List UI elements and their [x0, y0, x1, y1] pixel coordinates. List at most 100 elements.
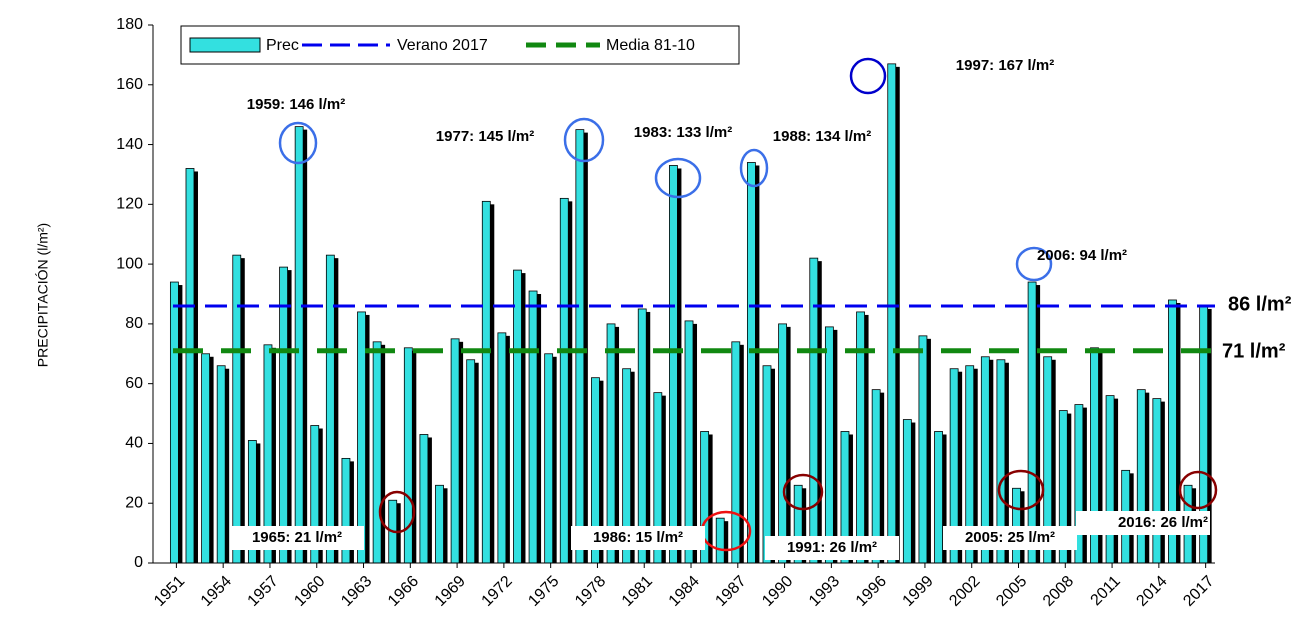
bar [513, 269, 522, 564]
bar-shadow [878, 392, 885, 563]
bar-shadow [1143, 392, 1150, 563]
bar-shadow [332, 258, 339, 563]
bar-shadow [1034, 285, 1041, 563]
bar-shadow [176, 285, 183, 563]
x-tick-label: 1987 [712, 573, 749, 610]
bar [918, 335, 928, 564]
bar-shadow [956, 371, 963, 563]
bar-shadow [691, 323, 698, 563]
x-tick-label: 1981 [619, 573, 656, 610]
annotation-circle [378, 490, 416, 534]
bar [544, 353, 554, 564]
annotation: 1983: 133 l/m² [634, 124, 732, 141]
x-tick-label: 1978 [572, 573, 609, 610]
bar-shadow [223, 368, 230, 563]
bar-shadow [347, 461, 354, 563]
annotation: 1959: 146 l/m² [247, 96, 345, 113]
x-tick-label: 1993 [806, 573, 843, 610]
bar-shadow [191, 171, 198, 563]
bar [201, 353, 210, 564]
bar-shadow [659, 395, 666, 563]
bar [169, 281, 179, 564]
annotation: 1991: 26 l/m² [787, 539, 877, 556]
bar [466, 359, 476, 564]
bar-shadow [519, 273, 526, 563]
annotation-circle [782, 473, 824, 511]
bar-shadow [768, 368, 775, 563]
bar-shadow [1065, 413, 1072, 563]
bar-shadow [566, 201, 573, 563]
bar [294, 126, 304, 564]
annotation-box [230, 526, 364, 550]
legend-box [180, 25, 740, 65]
bar-shadow [269, 347, 276, 563]
x-tick-label: 1963 [338, 573, 375, 610]
bar-shadow [706, 434, 713, 563]
bar-shadow [800, 488, 807, 563]
x-tick-label: 2005 [993, 573, 1030, 610]
bar [1105, 395, 1115, 564]
bar [357, 311, 366, 564]
annotation-box [943, 526, 1077, 550]
bar [731, 341, 741, 564]
bar-shadow [987, 359, 994, 563]
annotation: 2016: 26 l/m² [1118, 514, 1208, 531]
bar-shadow [254, 443, 261, 563]
legend-swatch [189, 37, 261, 53]
annotation: 1988: 134 l/m² [773, 128, 871, 145]
bar-shadow [924, 338, 931, 563]
annotation-circle [849, 57, 887, 95]
bar-shadow [1158, 401, 1165, 563]
y-tick-label: 140 [116, 136, 143, 153]
bar [435, 484, 444, 564]
bar [824, 326, 834, 564]
bar-shadow [831, 329, 838, 563]
bar-shadow [644, 311, 651, 563]
bar-shadow [613, 326, 620, 563]
x-tick-label: 1951 [151, 573, 188, 610]
annotation-circle [1015, 246, 1053, 282]
x-tick-label: 2014 [1133, 573, 1170, 610]
bar-shadow [971, 368, 978, 563]
y-tick-label: 100 [116, 255, 143, 272]
bar-shadow [784, 326, 791, 563]
bar-shadow [207, 356, 214, 563]
annotation-circle [997, 469, 1045, 511]
bar [450, 338, 460, 564]
x-tick-label: 1990 [759, 573, 796, 610]
bar [762, 365, 772, 564]
x-tick-label: 1984 [666, 573, 703, 610]
bar [715, 517, 725, 564]
bar [809, 257, 819, 564]
annotation-circle [654, 157, 702, 199]
x-tick-label: 1957 [245, 573, 282, 610]
bar [746, 162, 756, 564]
bar [1012, 487, 1021, 564]
bar-shadow [238, 258, 245, 563]
y-tick-label: 120 [116, 196, 143, 213]
x-tick-label: 2002 [946, 573, 983, 610]
bar-shadow [379, 344, 386, 563]
annotation-box [765, 536, 899, 560]
legend-label: Media 81-10 [606, 37, 695, 54]
bar-shadow [285, 270, 292, 563]
annotation-circle [1178, 470, 1218, 510]
bar [887, 63, 897, 564]
bar [185, 168, 195, 564]
bar-shadow [893, 66, 900, 563]
x-tick-label: 1966 [385, 573, 422, 610]
bar-shadow [1080, 407, 1087, 563]
bar [1027, 281, 1037, 564]
annotation: 2005: 25 l/m² [965, 529, 1055, 546]
reference-label: 71 l/m² [1222, 340, 1286, 362]
bar-shadow [441, 488, 448, 563]
bar-shadow [1112, 398, 1119, 563]
y-axis-label: PRECIPITACIÓN (l/m²) [35, 223, 51, 367]
bar [575, 129, 585, 564]
annotation-circle [563, 117, 605, 163]
bar-shadow [909, 422, 916, 563]
bar-shadow [1205, 308, 1212, 563]
x-tick-label: 1972 [479, 573, 516, 610]
bar-shadow [722, 521, 729, 563]
